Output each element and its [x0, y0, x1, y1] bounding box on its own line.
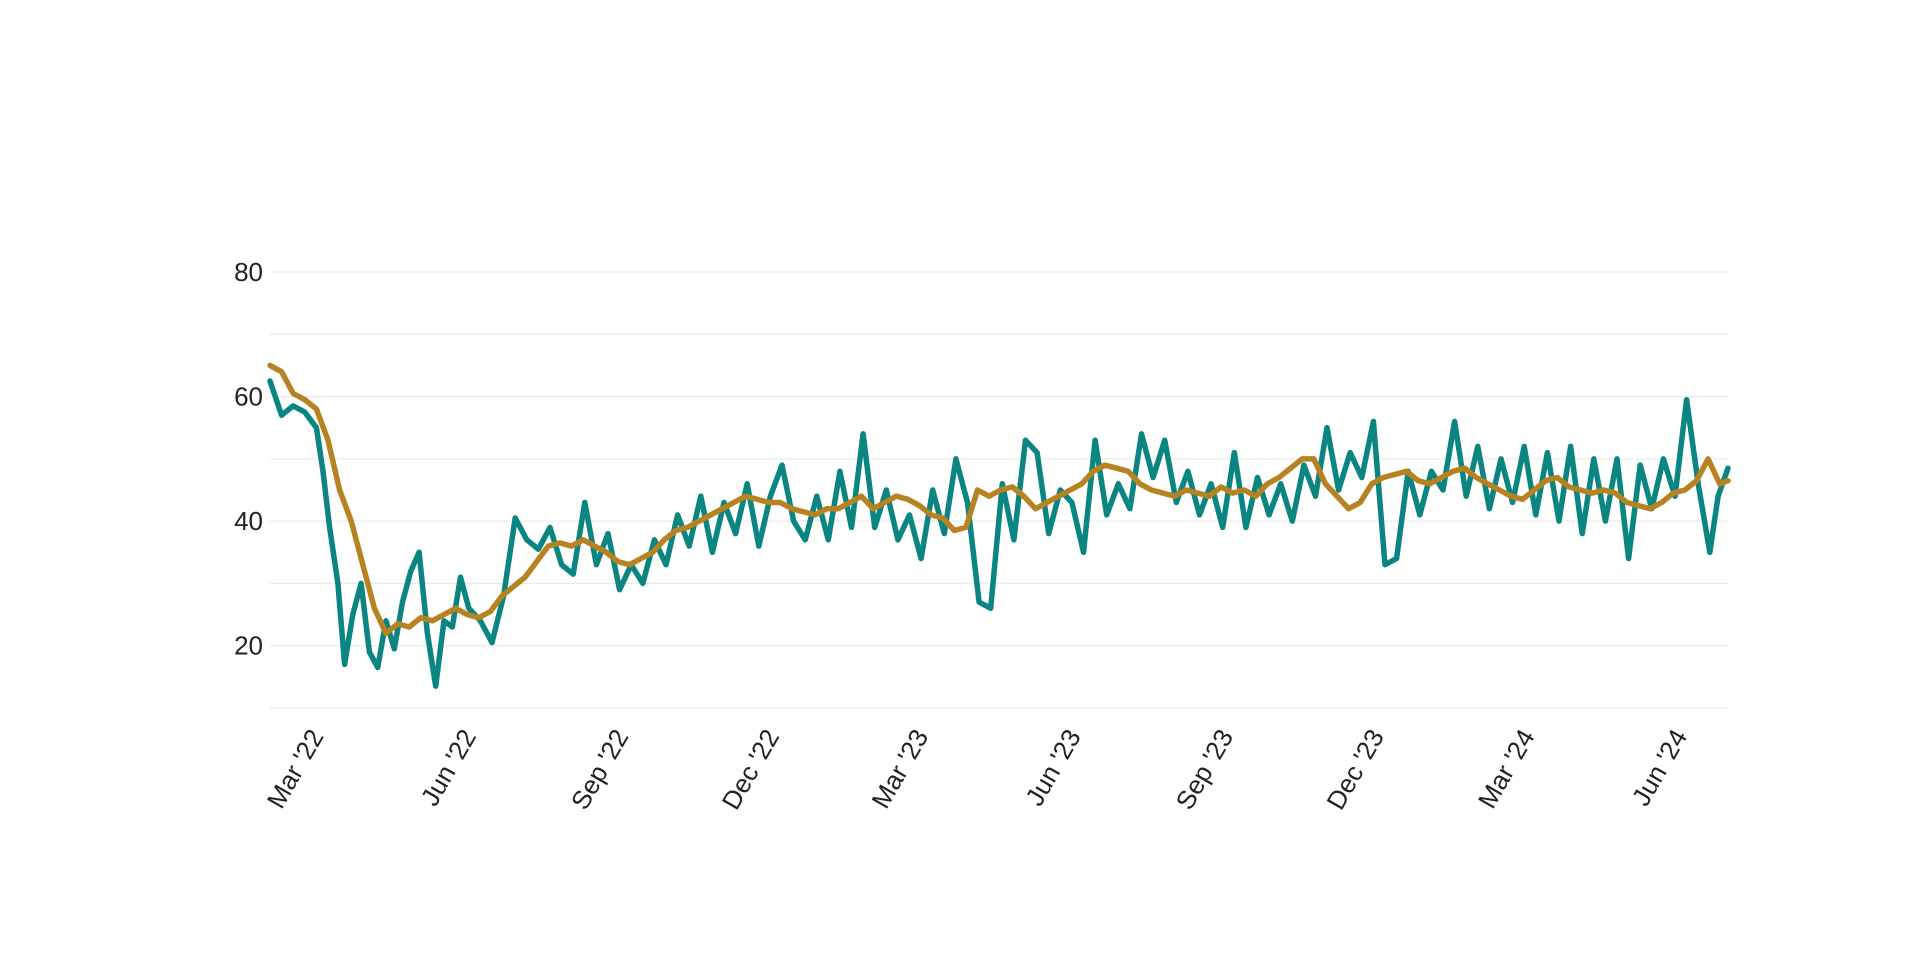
x-tick-label: Mar '24	[1472, 724, 1541, 813]
x-tick-label: Jun '22	[415, 724, 482, 811]
y-tick-label: 20	[234, 631, 263, 661]
y-axis: 20 40 60 80	[234, 257, 263, 661]
series-line-1	[267, 378, 1731, 689]
y-tick-label: 40	[234, 506, 263, 536]
x-tick-label: Dec '23	[1320, 724, 1390, 815]
x-tick-label: Sep '22	[565, 724, 635, 815]
y-tick-label: 80	[234, 257, 263, 287]
series-layer	[267, 362, 1731, 689]
x-tick-label: Jun '24	[1626, 724, 1693, 811]
x-tick-label: Jun '23	[1019, 724, 1086, 811]
x-tick-label: Dec '22	[716, 724, 786, 815]
x-tick-label: Sep '23	[1170, 724, 1240, 815]
y-tick-label: 60	[234, 382, 263, 412]
x-axis: Mar '22 Jun '22 Sep '22 Dec '22 Mar '23 Jun '…	[261, 724, 1693, 815]
series-line-2	[267, 362, 1731, 637]
x-tick-label: Mar '23	[865, 724, 934, 813]
x-tick-label: Mar '22	[261, 724, 330, 813]
